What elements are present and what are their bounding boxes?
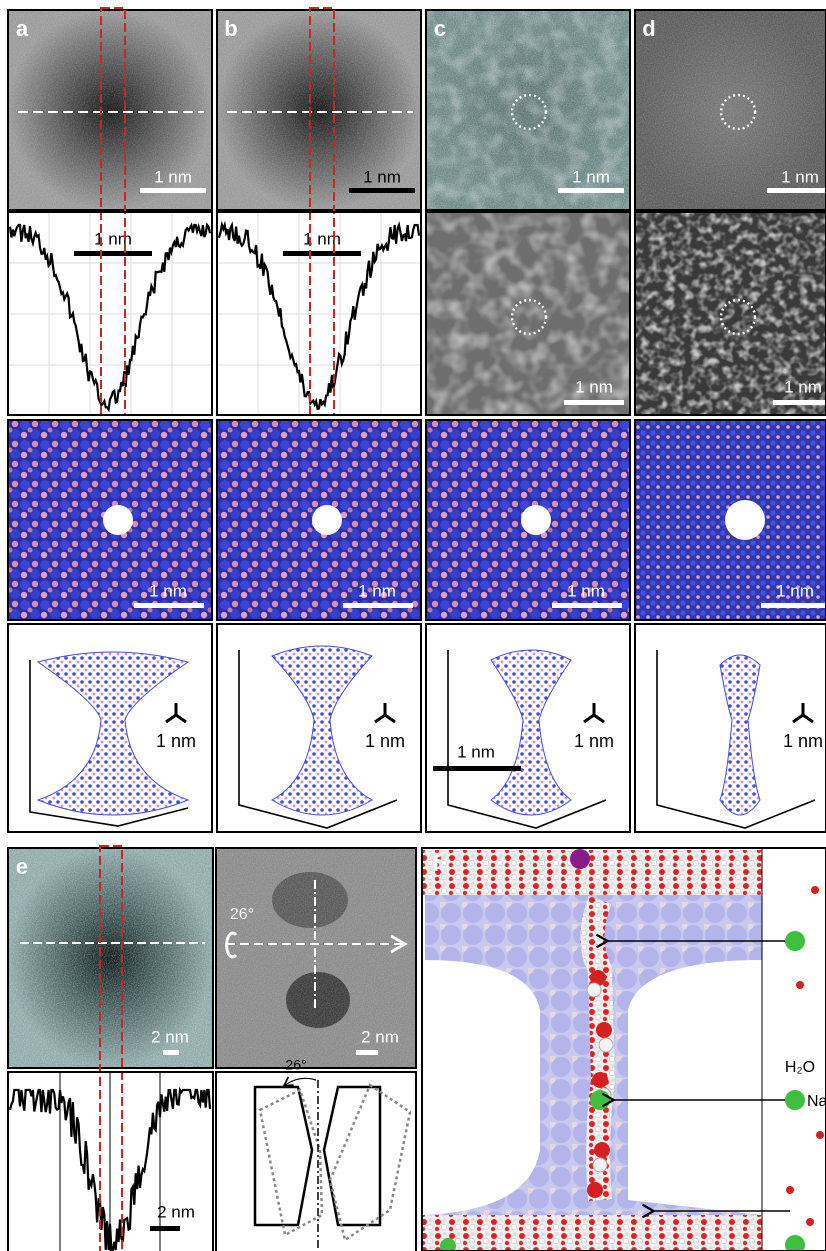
- ion: [570, 849, 590, 869]
- tilt-angle-label: 26°: [230, 906, 254, 923]
- scale-bar-label: 1 nm: [358, 581, 396, 600]
- page: 1 nm a 1 nm 1 nm 1 nm 1 nm b 1 nm 1 nm 1 nm 1 nm c 1…: [0, 0, 826, 1251]
- water-oxygen: [587, 1182, 603, 1198]
- water-label: H₂O: [785, 1059, 815, 1076]
- scale-bar-label: 1 nm: [575, 377, 613, 396]
- scale-bar: [433, 766, 521, 771]
- sodium-legend: [785, 1090, 805, 1110]
- scale-bar: [761, 603, 826, 608]
- sodium-legend: [785, 931, 805, 951]
- scale-bar: [552, 603, 622, 608]
- sodium-ion: [590, 1090, 610, 1110]
- scale-bar-label: 1 nm: [572, 167, 610, 186]
- panel-label: d: [642, 16, 655, 41]
- scale-bar: [558, 188, 624, 193]
- pore: [521, 505, 551, 535]
- scale-bar-label: 2 nm: [361, 1027, 399, 1046]
- panel-label: e: [16, 854, 28, 879]
- water-hydrogen: [599, 1038, 613, 1052]
- scale-bar-label: 1 nm: [781, 167, 819, 186]
- scale-bar: [343, 603, 413, 608]
- scale-bar: [349, 188, 415, 193]
- scale-bar: [767, 188, 826, 193]
- scale-bar: [150, 1226, 180, 1231]
- water-legend: [816, 1131, 824, 1139]
- scale-bar-label: 1 nm: [784, 377, 822, 396]
- pore: [725, 500, 765, 540]
- pore: [103, 505, 133, 535]
- water-hydrogen: [587, 983, 601, 997]
- panel-label: b: [224, 16, 237, 41]
- scale-bar: [74, 251, 152, 256]
- scale-bar: [773, 400, 826, 405]
- water-oxygen: [592, 1072, 608, 1088]
- water-legend: [786, 1186, 794, 1194]
- panel-label: a: [16, 16, 29, 41]
- scale-bar-label: 1 nm: [363, 167, 401, 186]
- scale-bar: [134, 603, 204, 608]
- water-layer: [422, 1215, 762, 1251]
- sodium-label: Na: [807, 1093, 826, 1110]
- water-layer: [422, 850, 762, 895]
- water-legend: [806, 1218, 814, 1226]
- scale-bar-label: 1 nm: [154, 167, 192, 186]
- scale-bar: [140, 188, 206, 193]
- water-oxygen: [594, 1142, 610, 1158]
- scale-bar-label: 1 nm: [365, 731, 405, 751]
- scale-bar-label: 1 nm: [94, 229, 132, 248]
- scale-bar-label: 1 nm: [776, 581, 814, 600]
- scale-bar: [356, 1050, 378, 1055]
- pore: [312, 505, 342, 535]
- scale-bar-label: 1 nm: [567, 581, 605, 600]
- scale-bar-label: 2 nm: [157, 1202, 195, 1221]
- scale-bar-label: 1 nm: [303, 229, 341, 248]
- scale-bar-label: 1 nm: [457, 742, 495, 761]
- schematic: [216, 1072, 416, 1251]
- panel-label: c: [434, 16, 446, 41]
- scale-bar: [283, 251, 361, 256]
- scale-bar: [564, 400, 624, 405]
- water-oxygen: [596, 1022, 612, 1038]
- water-legend: [796, 981, 804, 989]
- scale-bar-label: 1 nm: [783, 731, 823, 751]
- water-legend: [811, 886, 819, 894]
- scale-bar: [163, 1050, 179, 1055]
- angle-label: 26°: [285, 1057, 306, 1073]
- panel-label: f: [432, 851, 440, 876]
- scale-bar-label: 2 nm: [151, 1027, 189, 1046]
- figure: 1 nm a 1 nm 1 nm 1 nm 1 nm b 1 nm 1 nm 1 nm 1 nm c 1…: [0, 0, 826, 1251]
- scale-bar-label: 1 nm: [156, 731, 196, 751]
- scale-bar-label: 1 nm: [574, 731, 614, 751]
- scale-bar-label: 1 nm: [149, 581, 187, 600]
- water-hydrogen: [593, 1158, 607, 1172]
